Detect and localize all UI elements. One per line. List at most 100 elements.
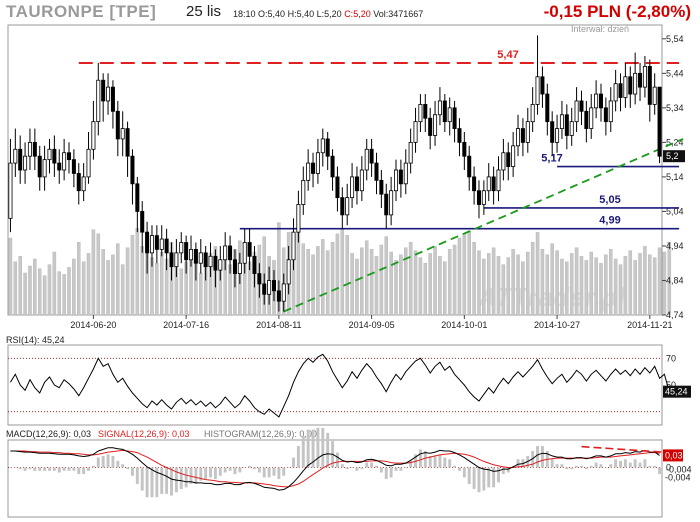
histogram-bar [150, 467, 154, 498]
histogram-bar [218, 467, 222, 476]
volume-bar [57, 271, 62, 316]
candle-up [301, 179, 306, 205]
ticker-title: TAURONPE [TPE] [6, 2, 157, 21]
candle-up [359, 169, 364, 192]
histogram-bar [594, 462, 598, 468]
price-y-tick-label: 5,14 [666, 172, 684, 182]
candle-up [594, 93, 599, 109]
histogram-bar [253, 467, 256, 470]
candle-down [325, 138, 330, 157]
candle-up [413, 121, 418, 143]
level-label: 4,99 [599, 215, 620, 227]
volume-bar [67, 267, 71, 316]
price-change: -0,15 PLN (-2,80%) [543, 2, 691, 21]
histogram-bar [340, 464, 344, 468]
date-x-tick-label: 2014-10-01 [441, 320, 487, 330]
chart-header: TAURONPE [TPE] 25 lis 18:10 O:5,40 H:5,4… [0, 0, 700, 24]
histogram-bar [658, 467, 662, 475]
candle-up [86, 148, 91, 178]
histogram-bar [433, 455, 437, 468]
signal-title: SIGNAL(12,26,9): 0,03 [98, 429, 190, 439]
histogram-bar [477, 467, 481, 493]
candle-down [145, 231, 150, 254]
macd-hist-last-label: -0,004 [665, 473, 691, 483]
candle-up [652, 86, 657, 105]
candle-down [262, 283, 267, 295]
histogram-bar [555, 464, 559, 468]
volume-bar [340, 229, 345, 316]
volume-bar [355, 258, 359, 316]
date-x-tick-label: 2014-11-21 [627, 320, 672, 330]
candle-up [501, 152, 506, 171]
histogram-bar [487, 467, 491, 488]
volume-bar [565, 261, 569, 316]
volume-bar [77, 241, 81, 316]
histogram-bar [321, 427, 325, 468]
volume-bar [452, 244, 457, 316]
histogram-bar [194, 467, 198, 484]
histogram-bar [262, 467, 266, 478]
volume-bar [472, 241, 476, 316]
histogram-bar [72, 467, 76, 471]
candle-down [545, 93, 550, 123]
candle-down [71, 159, 76, 174]
volume-bar [28, 265, 32, 316]
candle-up [320, 138, 325, 154]
price-y-tick-label: 5,54 [666, 34, 684, 44]
volume-bar [628, 250, 633, 316]
histogram-bar [462, 467, 466, 478]
rsi-y-tick-label: 50 [666, 380, 676, 390]
volume-bar [120, 264, 125, 316]
histogram-bar [540, 446, 544, 468]
histogram-bar [301, 436, 305, 468]
candle-down [472, 176, 477, 192]
volume-bar [506, 257, 511, 316]
candle-down [115, 110, 120, 140]
candle-down [340, 197, 345, 216]
histogram-bar [87, 467, 90, 471]
volume-bar [462, 233, 467, 316]
histogram-bar [614, 459, 618, 468]
histogram-bar [165, 467, 169, 494]
candle-down [32, 141, 37, 157]
candle-down [428, 117, 433, 136]
candle-up [574, 100, 579, 123]
candle-down [169, 252, 174, 268]
volume-bar [8, 237, 13, 316]
histogram-bar [209, 467, 213, 478]
candle-down [228, 245, 233, 261]
macd-last-label: 0,03 [665, 450, 683, 460]
candle-up [511, 145, 516, 167]
histogram-bar [599, 464, 603, 468]
candle-up [555, 128, 560, 143]
rsi-panel-frame [7, 344, 663, 426]
volume-bar [106, 260, 110, 316]
level-label: 5,47 [497, 49, 518, 61]
histogram-bar [101, 455, 105, 468]
candle-down [76, 173, 81, 192]
volume-bar [101, 248, 105, 316]
volume-bar [33, 258, 37, 316]
histogram-bar [580, 465, 583, 468]
volume-bar [408, 241, 413, 316]
session-date: 25 lis [186, 3, 222, 20]
candle-up [237, 262, 242, 274]
volume-bar [86, 253, 91, 316]
volume-bar [638, 253, 642, 316]
candle-down [374, 162, 379, 181]
volume-bar [384, 236, 389, 316]
macd-title: MACD(12,26,9): 0,03 [6, 429, 91, 439]
candle-down [354, 176, 359, 192]
candle-down [110, 86, 115, 112]
volume-bar [535, 232, 540, 316]
volume-bar [179, 268, 184, 316]
volume-bar [589, 251, 593, 316]
candle-up [437, 100, 442, 116]
volume-bar [652, 257, 657, 316]
last-price-box [663, 150, 685, 163]
candle-up [223, 245, 228, 261]
volume-bar [482, 258, 486, 316]
histogram-bar [584, 467, 588, 470]
